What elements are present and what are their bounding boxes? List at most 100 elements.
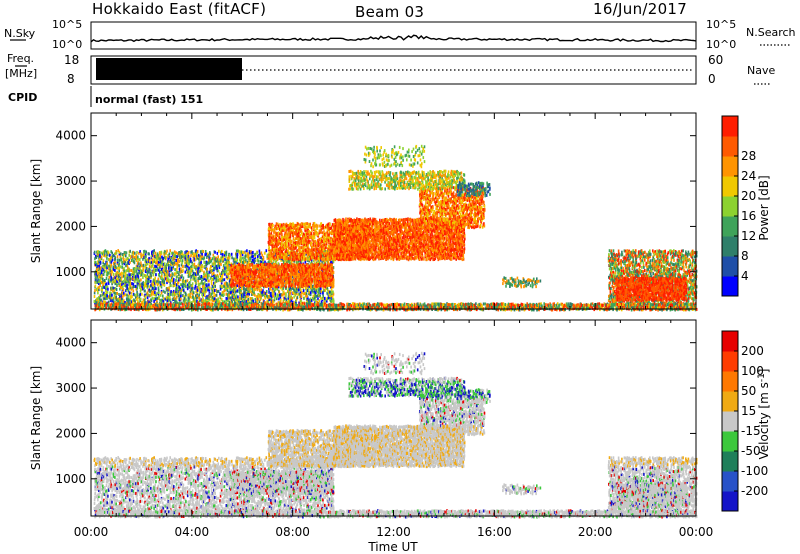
power-cell (123, 288, 125, 291)
power-cell (104, 297, 106, 300)
power-cell (293, 296, 295, 299)
power-cell (313, 240, 315, 243)
power-cell (106, 297, 108, 300)
power-cell (183, 286, 185, 289)
power-cell (158, 281, 160, 284)
power-cell (107, 288, 109, 291)
power-cell (243, 251, 245, 254)
power-cell (291, 278, 293, 281)
power-cell (305, 267, 307, 270)
power-cell (271, 228, 273, 231)
power-cell (123, 267, 125, 270)
power-cell (143, 264, 145, 267)
power-cell (135, 285, 137, 288)
power-cell (152, 297, 154, 300)
power-cell (114, 269, 116, 272)
power-cell (274, 258, 276, 261)
power-cell (290, 235, 292, 238)
power-cell (131, 282, 133, 285)
power-cell (287, 273, 289, 276)
power-cell (288, 289, 290, 292)
power-cell (176, 271, 178, 274)
power-cell (115, 295, 117, 298)
power-cell (117, 255, 119, 258)
freq-right-tick-top: 60 (708, 53, 723, 67)
power-cell (275, 237, 277, 240)
power-cell (308, 223, 310, 226)
date-title: 16/Jun/2017 (593, 0, 687, 18)
power-cell (264, 252, 266, 255)
power-cell (94, 300, 96, 303)
power-cell (245, 259, 247, 262)
power-cell (286, 253, 288, 256)
power-cell (137, 297, 139, 300)
power-cell (134, 299, 136, 302)
power-cell (238, 285, 240, 288)
power-cell (281, 278, 283, 281)
power-cell (197, 271, 199, 274)
power-cell (303, 289, 305, 292)
power-cell (174, 272, 176, 275)
power-cell (208, 280, 210, 283)
power-cell (189, 281, 191, 284)
power-cell (168, 279, 170, 282)
power-cell (170, 284, 172, 287)
power-cell (185, 285, 187, 288)
power-cell (154, 277, 156, 280)
power-cell (117, 271, 119, 274)
power-cell (170, 290, 172, 293)
power-cell (129, 269, 131, 272)
power-cell (317, 285, 319, 288)
power-cell (140, 298, 142, 301)
power-cell (121, 258, 123, 261)
power-cell (150, 280, 152, 283)
power-cell (275, 292, 277, 295)
power-cell (281, 244, 283, 247)
power-cell (250, 257, 252, 260)
power-cell (171, 267, 173, 270)
power-panel: 1000200030004000 Slant Range [km] 481216… (29, 113, 771, 312)
power-cell (308, 257, 310, 260)
power-cell (156, 292, 158, 295)
power-cell (259, 253, 261, 256)
power-cell (246, 249, 248, 252)
power-cell (166, 256, 168, 259)
power-cell (118, 282, 120, 285)
power-cell (300, 234, 302, 237)
power-cell (231, 268, 233, 271)
power-cell (195, 258, 197, 261)
power-cell (311, 242, 313, 245)
power-cell (279, 291, 281, 294)
power-cell (230, 291, 232, 294)
power-cell (99, 284, 101, 287)
power-cell (280, 270, 282, 273)
power-cell (147, 275, 149, 278)
power-cell (300, 285, 302, 288)
power-cell (314, 288, 316, 291)
power-cell (137, 267, 139, 270)
power-cell (314, 253, 316, 256)
power-cell (201, 253, 203, 256)
power-cell (301, 229, 303, 232)
power-cell (129, 250, 131, 253)
power-cell (203, 256, 205, 259)
power-cell (147, 285, 149, 288)
power-cell (248, 298, 250, 301)
power-cell (226, 293, 228, 296)
power-cell (273, 292, 275, 295)
power-cell (164, 281, 166, 284)
power-cell (141, 255, 143, 258)
power-cell (131, 292, 133, 295)
power-cell (278, 297, 280, 300)
power-cell (176, 255, 178, 258)
power-cell (158, 287, 160, 290)
power-cell (141, 264, 143, 267)
power-cell (174, 268, 176, 271)
power-cell (250, 290, 252, 293)
power-cell (324, 297, 326, 300)
power-cell (149, 265, 151, 268)
power-cell (106, 269, 108, 272)
power-cell (174, 250, 176, 253)
power-cell (176, 268, 178, 271)
power-cell (300, 249, 302, 252)
